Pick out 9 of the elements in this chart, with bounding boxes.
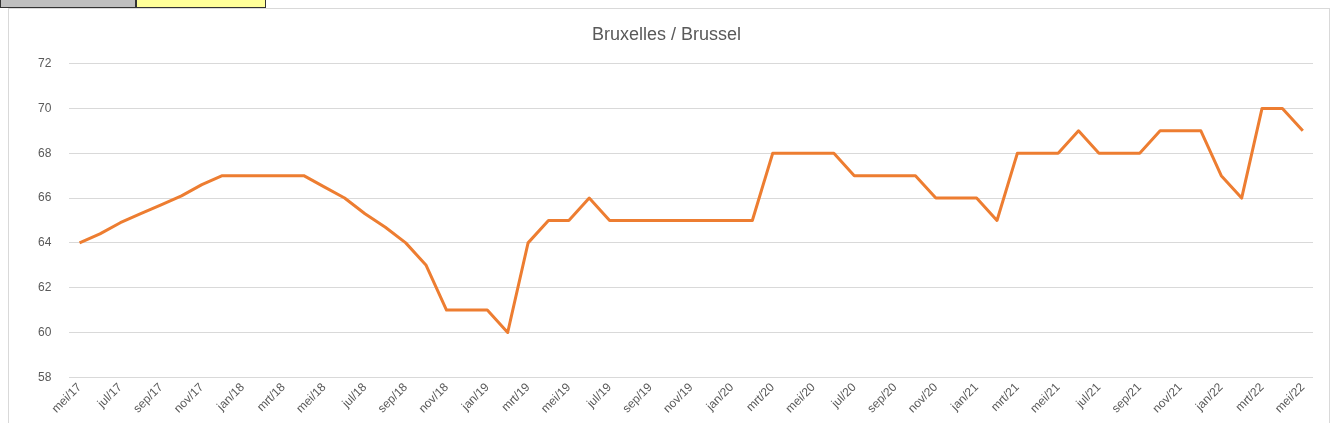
- y-tick-label: 64: [37, 235, 52, 250]
- y-tick-label: 60: [37, 324, 52, 339]
- y-tick-label: 58: [37, 369, 52, 384]
- y-tick-label: 68: [37, 145, 52, 160]
- y-tick-label: 70: [37, 100, 52, 115]
- y-tick-label: 62: [37, 280, 52, 295]
- y-tick-label: 72: [37, 55, 52, 70]
- chart-title: Bruxelles / Brussel: [591, 23, 742, 44]
- y-tick-label: 66: [37, 190, 52, 205]
